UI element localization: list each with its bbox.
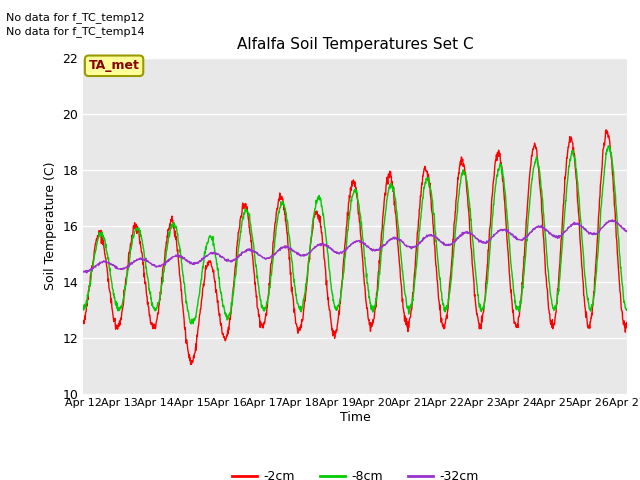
X-axis label: Time: Time: [340, 411, 371, 424]
Text: No data for f_TC_temp12: No data for f_TC_temp12: [6, 12, 145, 23]
Title: Alfalfa Soil Temperatures Set C: Alfalfa Soil Temperatures Set C: [237, 37, 474, 52]
Legend: -2cm, -8cm, -32cm: -2cm, -8cm, -32cm: [227, 465, 483, 480]
Text: TA_met: TA_met: [88, 60, 140, 72]
Text: No data for f_TC_temp14: No data for f_TC_temp14: [6, 26, 145, 37]
Y-axis label: Soil Temperature (C): Soil Temperature (C): [44, 161, 57, 290]
